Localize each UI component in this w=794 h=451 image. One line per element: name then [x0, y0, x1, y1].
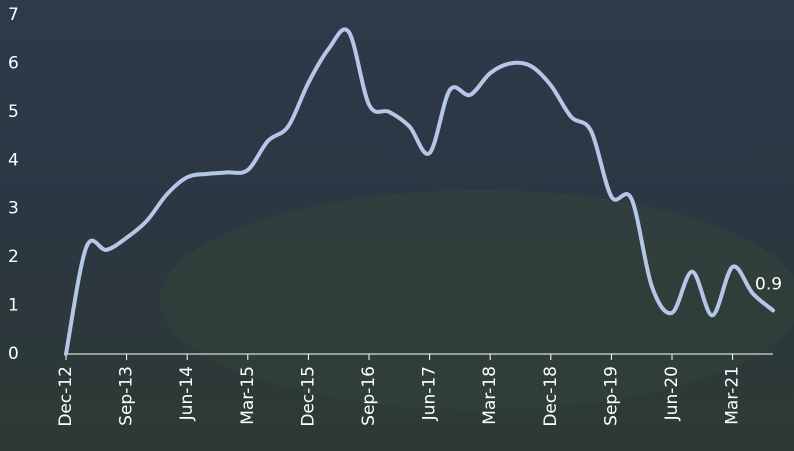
x-tick-label: Sep-13 [117, 366, 137, 426]
x-tick-label: Sep-19 [601, 366, 621, 426]
y-tick-label: 6 [8, 53, 19, 73]
data-label: 0.9 [755, 274, 782, 294]
y-tick-label: 1 [8, 296, 19, 316]
y-tick-label: 2 [8, 247, 19, 267]
y-tick-label: 0 [8, 344, 19, 364]
x-tick-label: Dec-15 [298, 366, 318, 427]
x-tick-label: Jun-14 [177, 366, 197, 421]
x-tick-label: Mar-15 [238, 366, 258, 425]
x-tick-label: Jun-20 [662, 366, 682, 421]
x-tick-label: Dec-12 [56, 366, 76, 427]
x-tick-label: Mar-21 [723, 366, 743, 425]
x-tick-label: Jun-17 [420, 366, 440, 421]
x-tick-label: Mar-18 [480, 366, 500, 425]
y-tick-label: 7 [8, 5, 19, 25]
y-tick-label: 3 [8, 199, 19, 219]
x-tick-label: Dec-18 [541, 366, 561, 427]
x-tick-label: Sep-16 [359, 366, 379, 426]
y-tick-label: 4 [8, 150, 19, 170]
data-line [64, 27, 775, 356]
background-foliage [160, 190, 794, 410]
y-tick-label: 5 [8, 102, 19, 122]
